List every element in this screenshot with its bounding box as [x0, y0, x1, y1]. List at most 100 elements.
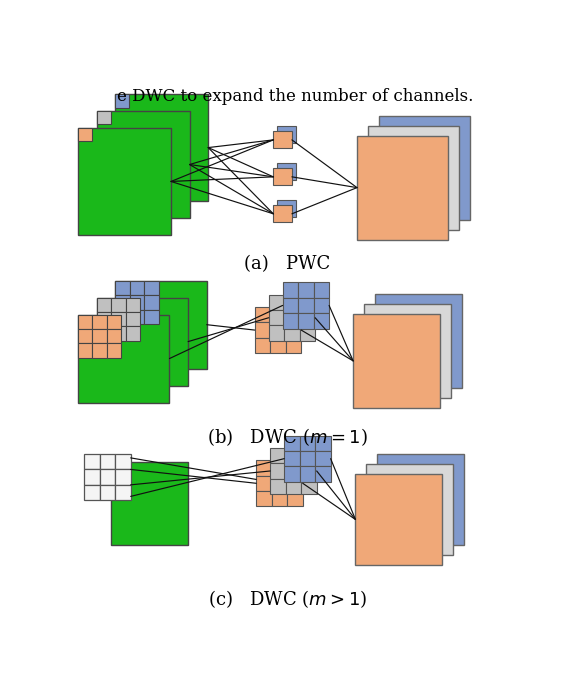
- Bar: [300, 310, 315, 325]
- Bar: [115, 281, 130, 295]
- Bar: [375, 294, 461, 388]
- Bar: [78, 315, 93, 329]
- Bar: [107, 329, 121, 344]
- Bar: [256, 475, 272, 491]
- Bar: [285, 479, 301, 494]
- Bar: [366, 464, 453, 555]
- Bar: [84, 454, 99, 469]
- Bar: [300, 435, 315, 451]
- Bar: [107, 315, 121, 329]
- Bar: [78, 127, 92, 142]
- Bar: [269, 295, 284, 310]
- Bar: [285, 322, 301, 338]
- Bar: [93, 344, 107, 358]
- Bar: [107, 344, 121, 358]
- Text: (c)   DWC ($m > 1$): (c) DWC ($m > 1$): [207, 588, 367, 610]
- Bar: [284, 466, 300, 482]
- Bar: [285, 338, 301, 353]
- Bar: [99, 485, 115, 500]
- Bar: [115, 469, 131, 485]
- Bar: [315, 435, 330, 451]
- Bar: [272, 475, 287, 491]
- Bar: [130, 310, 144, 324]
- Bar: [285, 307, 301, 322]
- Bar: [115, 295, 130, 310]
- Bar: [284, 295, 300, 310]
- Bar: [357, 136, 448, 240]
- Bar: [368, 126, 459, 230]
- Bar: [130, 295, 144, 310]
- Bar: [301, 448, 317, 463]
- Bar: [255, 338, 270, 353]
- Bar: [97, 298, 111, 312]
- Bar: [125, 327, 140, 341]
- Bar: [277, 200, 296, 217]
- Bar: [78, 315, 170, 403]
- Bar: [298, 313, 314, 329]
- Bar: [314, 313, 329, 329]
- Bar: [270, 448, 285, 463]
- Bar: [99, 454, 115, 469]
- Bar: [300, 451, 315, 466]
- Bar: [97, 312, 111, 327]
- Bar: [314, 282, 329, 298]
- Bar: [355, 474, 442, 565]
- Bar: [125, 298, 140, 312]
- Bar: [111, 462, 188, 545]
- Bar: [270, 479, 285, 494]
- Bar: [111, 327, 125, 341]
- Bar: [270, 338, 285, 353]
- Bar: [97, 327, 111, 341]
- Bar: [301, 463, 317, 479]
- Bar: [285, 463, 301, 479]
- Text: (b)   DWC ($m = 1$): (b) DWC ($m = 1$): [207, 426, 368, 448]
- Bar: [287, 491, 303, 506]
- Bar: [283, 313, 298, 329]
- Bar: [99, 469, 115, 485]
- Bar: [115, 454, 131, 469]
- Bar: [255, 307, 270, 322]
- Text: (a)   PWC: (a) PWC: [244, 255, 330, 273]
- Bar: [256, 460, 272, 475]
- Bar: [93, 329, 107, 344]
- Bar: [273, 168, 292, 185]
- Bar: [284, 435, 300, 451]
- Bar: [285, 448, 301, 463]
- Bar: [270, 307, 285, 322]
- Bar: [269, 325, 284, 341]
- Bar: [272, 460, 287, 475]
- Bar: [284, 325, 300, 341]
- Text: e DWC to expand the number of channels.: e DWC to expand the number of channels.: [117, 87, 473, 104]
- Bar: [144, 295, 158, 310]
- Bar: [364, 304, 451, 398]
- Bar: [269, 310, 284, 325]
- Bar: [93, 315, 107, 329]
- Bar: [315, 451, 330, 466]
- Bar: [125, 312, 140, 327]
- Bar: [97, 111, 189, 218]
- Bar: [377, 454, 464, 545]
- Bar: [272, 491, 287, 506]
- Bar: [270, 463, 285, 479]
- Bar: [84, 469, 99, 485]
- Bar: [300, 295, 315, 310]
- Bar: [256, 491, 272, 506]
- Bar: [97, 298, 188, 386]
- Bar: [97, 111, 111, 125]
- Bar: [115, 485, 131, 500]
- Bar: [287, 460, 303, 475]
- Bar: [273, 205, 292, 222]
- Bar: [284, 451, 300, 466]
- Bar: [115, 94, 208, 201]
- Bar: [300, 325, 315, 341]
- Bar: [353, 314, 440, 408]
- Bar: [78, 127, 171, 235]
- Bar: [298, 282, 314, 298]
- Bar: [287, 475, 303, 491]
- Bar: [111, 298, 125, 312]
- Bar: [78, 344, 93, 358]
- Bar: [283, 298, 298, 313]
- Bar: [144, 310, 158, 324]
- Bar: [379, 116, 470, 220]
- Bar: [78, 329, 93, 344]
